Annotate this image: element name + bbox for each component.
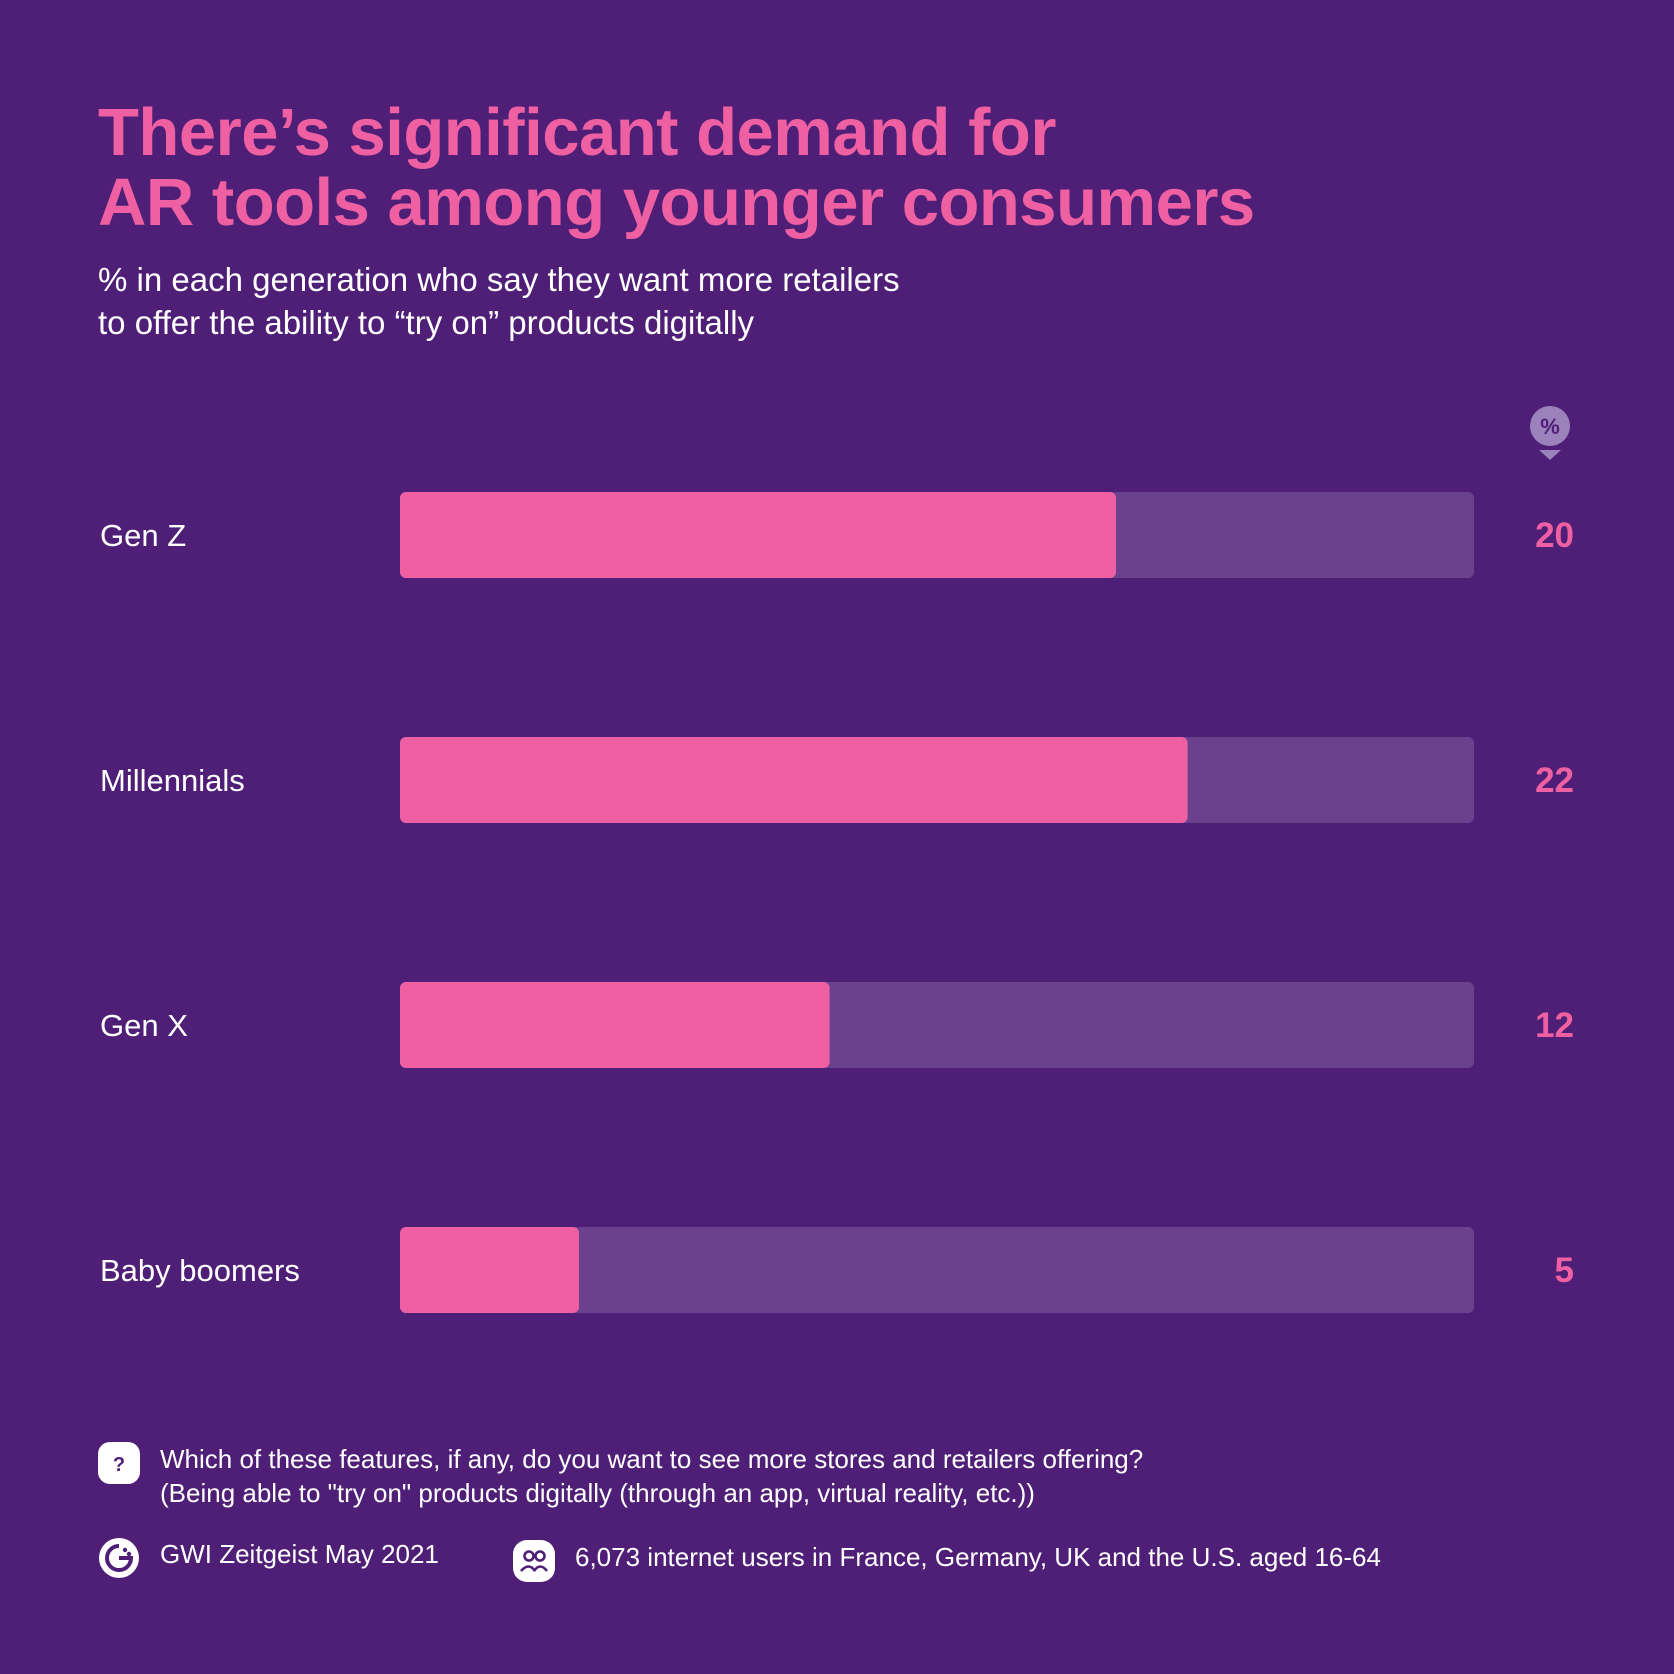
footer-sample: 6,073 internet users in France, Germany,… — [513, 1540, 1381, 1582]
bar-millennials — [400, 737, 1188, 823]
bar-baby-boomers — [400, 1227, 579, 1313]
footer-question: ? Which of these features, if any, do yo… — [98, 1442, 1143, 1510]
footer-source: GWI Zeitgeist May 2021 — [98, 1537, 439, 1579]
category-label-baby-boomers: Baby boomers — [100, 1253, 300, 1288]
value-label-gen-z: 20 — [1535, 516, 1574, 555]
source-text: GWI Zeitgeist May 2021 — [160, 1539, 439, 1569]
chart-title: There’s significant demand for AR tools … — [98, 98, 1498, 238]
gwi-logo-icon — [99, 1538, 139, 1578]
subtitle-line-1: % in each generation who say they want m… — [98, 261, 900, 298]
title-line-2: AR tools among younger consumers — [98, 165, 1255, 240]
question-line-1: Which of these features, if any, do you … — [160, 1444, 1144, 1474]
bar-gen-x — [400, 982, 830, 1068]
category-label-millennials: Millennials — [100, 763, 245, 798]
bar-chart: Gen Z 20 Millennials 22 Gen X 12 Baby boomers 5 — [100, 492, 1574, 1313]
question-icon: ? — [98, 1442, 140, 1484]
bar-gen-z — [400, 492, 1116, 578]
bar-track-baby-boomers — [400, 1227, 1474, 1313]
chart-subtitle: % in each generation who say they want m… — [98, 258, 1198, 344]
unit-badge-label: % — [1540, 414, 1560, 439]
subtitle-line-2: to offer the ability to “try on” product… — [98, 304, 755, 341]
sample-text: 6,073 internet users in France, Germany,… — [575, 1542, 1381, 1572]
chevron-down-icon — [1539, 450, 1561, 460]
value-label-gen-x: 12 — [1535, 1006, 1574, 1045]
question-line-2: (Being able to "try on" products digital… — [160, 1478, 1035, 1508]
percent-unit-badge: % — [1530, 406, 1570, 460]
users-icon — [513, 1540, 555, 1582]
value-label-millennials: 22 — [1535, 761, 1574, 800]
svg-text:?: ? — [113, 1454, 125, 1476]
category-label-gen-x: Gen X — [100, 1008, 188, 1043]
category-label-gen-z: Gen Z — [100, 518, 186, 553]
value-label-baby-boomers: 5 — [1555, 1251, 1574, 1290]
title-line-1: There’s significant demand for — [98, 95, 1056, 170]
